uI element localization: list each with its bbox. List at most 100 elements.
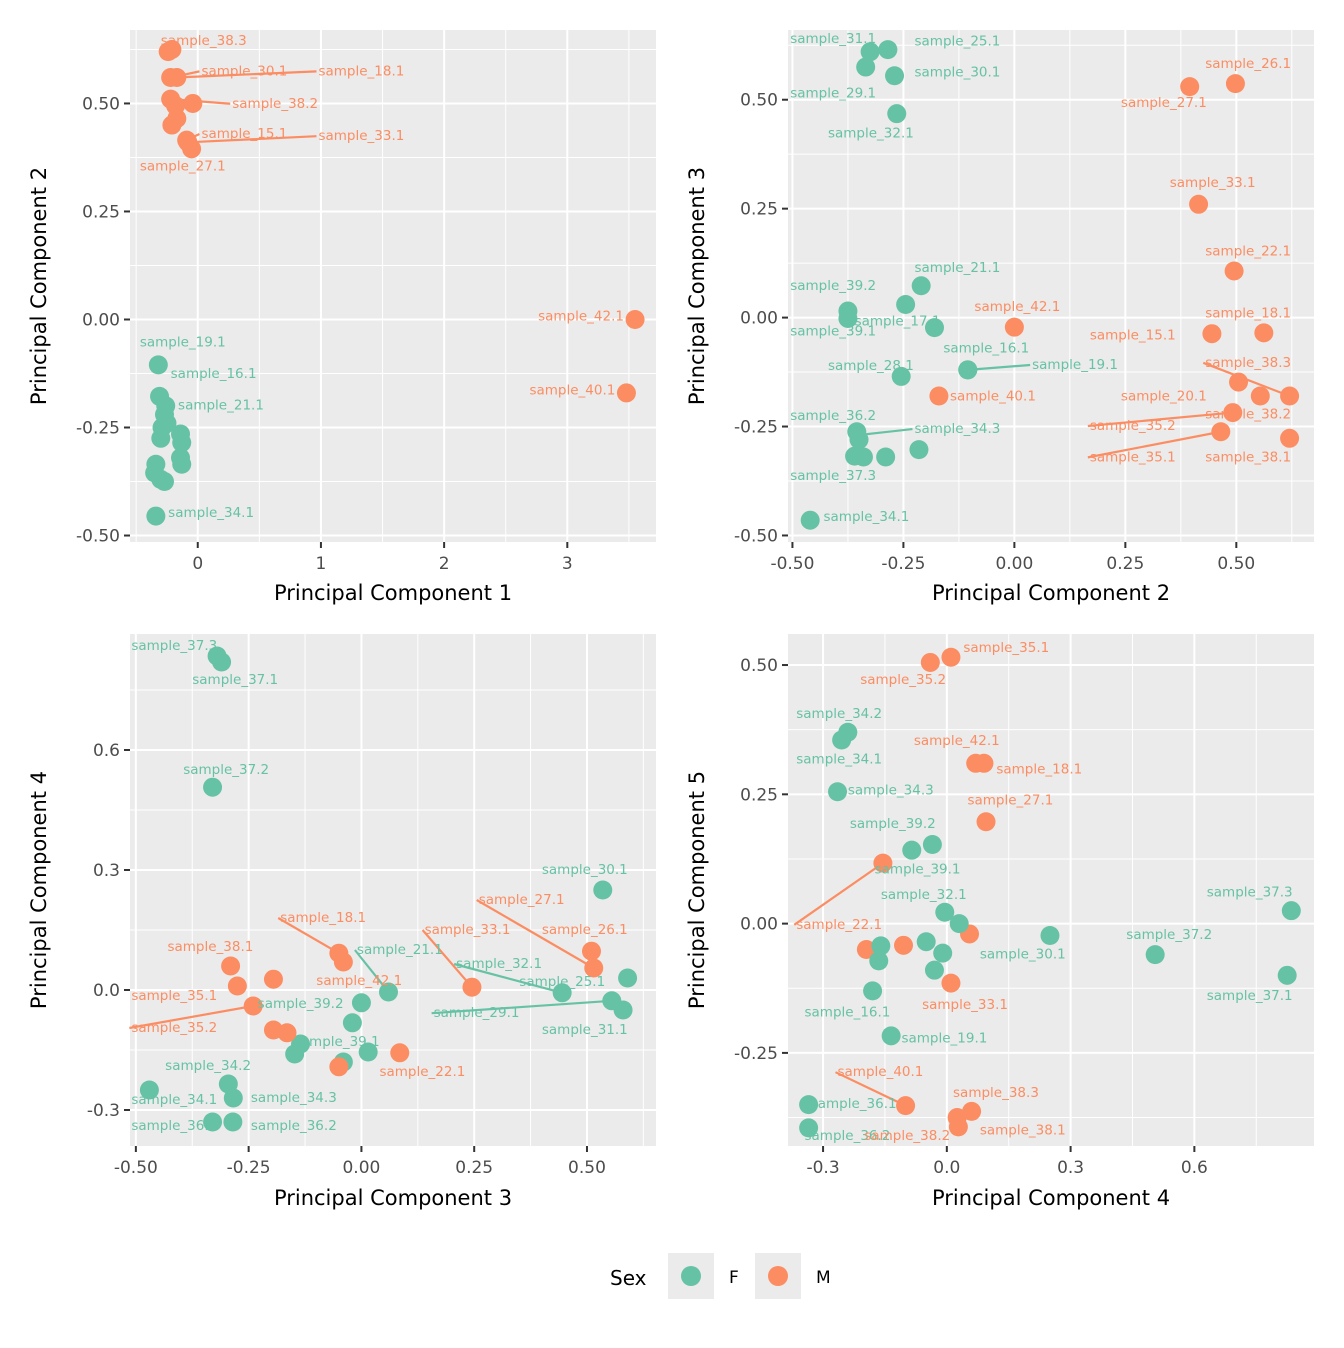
data-point-unlabeled[interactable]	[162, 39, 182, 59]
data-point-sample-33-1[interactable]	[1189, 194, 1209, 214]
data-point-unlabeled[interactable]	[896, 295, 916, 315]
data-point-unlabeled[interactable]	[916, 932, 936, 952]
data-point-sample-21-1[interactable]	[378, 982, 398, 1002]
data-point-sample-39-1[interactable]	[902, 840, 922, 860]
data-point-unlabeled[interactable]	[909, 440, 929, 460]
data-point-sample-27-1[interactable]	[976, 812, 996, 832]
data-point-sample-40-1[interactable]	[616, 383, 636, 403]
data-point-unlabeled[interactable]	[263, 969, 283, 989]
data-point-unlabeled[interactable]	[157, 413, 177, 433]
data-point-unlabeled[interactable]	[894, 935, 914, 955]
data-point-sample-30-1[interactable]	[593, 880, 613, 900]
data-point-sample-34-1[interactable]	[800, 510, 820, 530]
data-point-sample-25-1[interactable]	[618, 968, 638, 988]
data-point-sample-19-1[interactable]	[148, 355, 168, 375]
data-point-unlabeled[interactable]	[277, 1023, 297, 1043]
data-point-sample-26-1[interactable]	[1225, 74, 1245, 94]
data-point-sample-32-1[interactable]	[552, 983, 572, 1003]
data-point-sample-40-1[interactable]	[929, 386, 949, 406]
legend-item-f[interactable]: F	[668, 1253, 739, 1299]
data-point-sample-36-2[interactable]	[799, 1118, 819, 1138]
data-point-sample-32-1[interactable]	[935, 902, 955, 922]
data-point-unlabeled[interactable]	[358, 1042, 378, 1062]
data-point-sample-36-1[interactable]	[799, 1095, 819, 1115]
data-point-sample-37-1[interactable]	[1277, 965, 1297, 985]
data-point-sample-27-1[interactable]	[584, 958, 604, 978]
data-point-sample-31-1[interactable]	[613, 1000, 633, 1020]
data-point-sample-39-1[interactable]	[838, 308, 858, 328]
data-point-sample-35-2[interactable]	[243, 996, 263, 1016]
data-point-sample-34-1[interactable]	[139, 1080, 159, 1100]
data-point-sample-34-1[interactable]	[832, 730, 852, 750]
data-point-sample-31-1[interactable]	[860, 42, 880, 62]
data-point-sample-34-3[interactable]	[828, 782, 848, 802]
data-point-unlabeled[interactable]	[285, 1044, 305, 1064]
data-point-sample-29-1[interactable]	[856, 57, 876, 77]
data-point-sample-34-3[interactable]	[223, 1088, 243, 1108]
data-point-sample-16-1[interactable]	[863, 981, 883, 1001]
data-point-sample-34-1[interactable]	[146, 506, 166, 526]
data-point-unlabeled[interactable]	[933, 943, 953, 963]
data-point-sample-35-2[interactable]	[920, 652, 940, 672]
data-point-unlabeled[interactable]	[183, 93, 203, 113]
data-point-sample-15-1[interactable]	[1202, 324, 1222, 344]
data-point-sample-38-1[interactable]	[948, 1117, 968, 1137]
data-point-sample-37-2[interactable]	[203, 777, 223, 797]
data-point-sample-37-2[interactable]	[1145, 945, 1165, 965]
data-point-sample-22-1[interactable]	[873, 853, 893, 873]
data-point-sample-42-1[interactable]	[625, 309, 645, 329]
data-point-sample-30-1[interactable]	[885, 66, 905, 86]
data-point-unlabeled[interactable]	[871, 936, 891, 956]
data-point-sample-28-1[interactable]	[891, 366, 911, 386]
data-point-sample-38-1[interactable]	[221, 956, 241, 976]
data-point-sample-27-1[interactable]	[182, 139, 202, 159]
data-point-sample-22-1[interactable]	[390, 1043, 410, 1063]
data-point-sample-38-3[interactable]	[1280, 386, 1300, 406]
data-point-unlabeled[interactable]	[853, 447, 873, 467]
data-point-sample-40-1[interactable]	[896, 1096, 916, 1116]
data-point-sample-27-1[interactable]	[1180, 77, 1200, 97]
data-point-sample-38-1[interactable]	[1280, 428, 1300, 448]
data-point-sample-39-2[interactable]	[922, 834, 942, 854]
data-point-unlabeled[interactable]	[856, 939, 876, 959]
data-point-unlabeled[interactable]	[329, 1057, 349, 1077]
data-point-unlabeled[interactable]	[351, 993, 371, 1013]
data-point-sample-22-1[interactable]	[1224, 261, 1244, 281]
data-point-sample-33-1[interactable]	[941, 973, 961, 993]
data-point-sample-35-1[interactable]	[1211, 422, 1231, 442]
data-point-sample-34-3[interactable]	[849, 430, 869, 450]
data-point-unlabeled[interactable]	[876, 447, 896, 467]
data-point-sample-38-3[interactable]	[962, 1101, 982, 1121]
data-point-sample-36-1[interactable]	[203, 1112, 223, 1132]
data-point-sample-26-1[interactable]	[581, 941, 601, 961]
data-point-sample-32-1[interactable]	[887, 104, 907, 124]
data-point-sample-30-1[interactable]	[1040, 926, 1060, 946]
data-point-sample-35-1[interactable]	[941, 647, 961, 667]
data-point-unlabeled[interactable]	[924, 960, 944, 980]
data-point-unlabeled[interactable]	[172, 454, 192, 474]
data-point-unlabeled[interactable]	[151, 428, 171, 448]
data-point-sample-35-2[interactable]	[1223, 403, 1243, 423]
data-point-sample-21-1[interactable]	[911, 276, 931, 296]
data-point-sample-35-1[interactable]	[227, 976, 247, 996]
data-point-sample-39-2[interactable]	[342, 1013, 362, 1033]
data-point-unlabeled[interactable]	[1250, 386, 1270, 406]
data-point-unlabeled[interactable]	[172, 433, 192, 453]
data-point-sample-33-1[interactable]	[462, 977, 482, 997]
data-point-sample-42-1[interactable]	[333, 952, 353, 972]
data-point-unlabeled[interactable]	[154, 472, 174, 492]
data-point-sample-19-1[interactable]	[958, 360, 978, 380]
data-point-sample-19-1[interactable]	[881, 1026, 901, 1046]
legend-item-m[interactable]: M	[755, 1253, 831, 1299]
data-point-sample-20-1[interactable]	[1229, 372, 1249, 392]
data-point-sample-37-1[interactable]	[212, 652, 232, 672]
data-point-sample-42-1[interactable]	[1004, 317, 1024, 337]
data-point-unlabeled[interactable]	[949, 914, 969, 934]
data-point-sample-25-1[interactable]	[878, 40, 898, 60]
data-point-sample-37-3[interactable]	[1281, 901, 1301, 921]
data-point-sample-36-2[interactable]	[223, 1112, 243, 1132]
data-point-sample-17-1[interactable]	[924, 318, 944, 338]
data-point-unlabeled[interactable]	[162, 115, 182, 135]
data-point-sample-18-1[interactable]	[167, 68, 187, 88]
data-point-sample-18-1[interactable]	[974, 753, 994, 773]
